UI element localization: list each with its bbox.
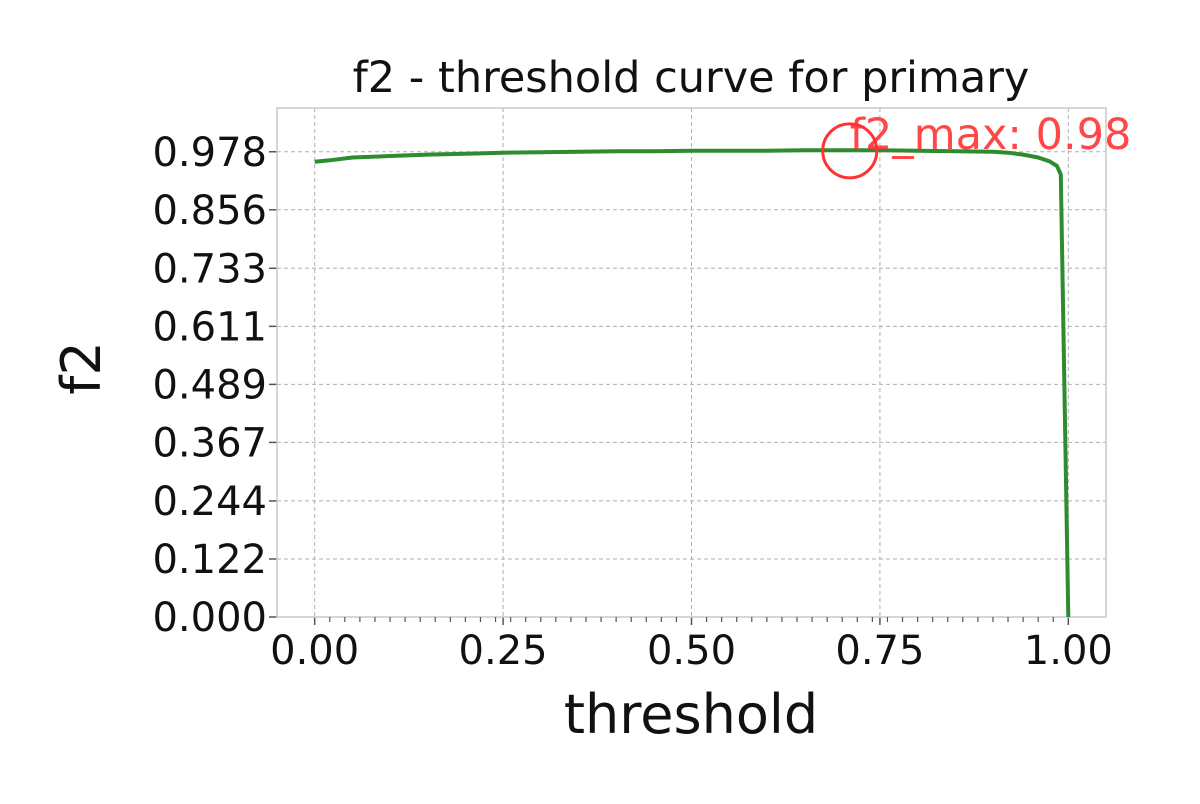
y-axis-label: f2	[50, 341, 113, 394]
y-tick-label: 0.611	[152, 304, 267, 350]
y-tick-label: 0.367	[152, 420, 267, 466]
x-tick-label: 0.00	[270, 628, 359, 674]
f2-curve-line	[314, 148, 1071, 618]
annotation-layer: f2_max: 0.98	[821, 110, 1132, 180]
y-tick-label: 0.122	[152, 537, 267, 583]
plot-frame	[276, 107, 1107, 618]
y-tick-label: 0.489	[152, 362, 267, 408]
y-tick-label: 0.978	[152, 130, 267, 176]
x-tick-label: 0.75	[835, 628, 924, 674]
y-tick-label: 0.000	[152, 595, 267, 641]
max-annotation-label: f2_max: 0.98	[850, 110, 1132, 160]
y-tick-label: 0.856	[152, 188, 267, 234]
x-tick-label: 1.00	[1024, 628, 1113, 674]
y-tick-labels: 0.000 0.122 0.244 0.367 0.489 0.611 0.733 0.856…	[152, 130, 267, 641]
y-tick-label: 0.244	[152, 479, 267, 525]
x-axis-label: threshold	[564, 683, 818, 746]
x-minor-ticks	[329, 617, 1054, 622]
grid-layer	[269, 108, 1106, 625]
series-layer	[314, 148, 1071, 618]
x-tick-labels: 0.00 0.25 0.50 0.75 1.00	[270, 628, 1113, 674]
x-tick-label: 0.50	[647, 628, 736, 674]
max-marker-circle	[821, 122, 879, 180]
x-tick-label: 0.25	[459, 628, 548, 674]
chart-title: f2 - threshold curve for primary	[353, 53, 1030, 103]
y-tick-label: 0.733	[152, 246, 267, 292]
